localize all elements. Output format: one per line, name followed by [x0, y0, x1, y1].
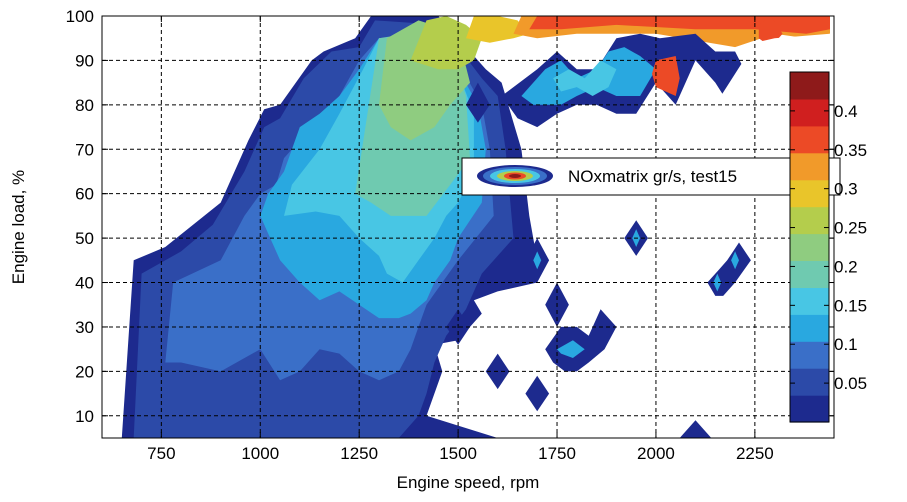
contour-region-31 [616, 33, 830, 132]
x-axis: 750 1000 1250 1500 1750 2000 2250 [147, 16, 774, 463]
contour-region-23 [713, 273, 722, 292]
colorbar: 0.05 0.1 0.15 0.2 0.25 0.3 0.35 0.4 [789, 71, 867, 423]
y-tick-label: 30 [75, 318, 94, 337]
colorbar-tick-label: 0.1 [834, 335, 858, 354]
x-tick-label: 1750 [538, 444, 576, 463]
grid-lines [102, 16, 834, 438]
contour-region-14 [652, 56, 680, 96]
x-axis-title: Engine speed, rpm [397, 473, 540, 492]
contour-region-27 [557, 340, 585, 358]
legend-swatch-ring-5 [509, 174, 521, 178]
y-tick-label: 60 [75, 185, 94, 204]
colorbar-band-3 [790, 341, 829, 369]
colorbar-tick-label: 0.05 [834, 374, 867, 393]
colorbar-tick-label: 0.15 [834, 296, 867, 315]
contour-region-13 [553, 60, 617, 96]
colorbar-tick-label: 0.3 [834, 180, 858, 199]
colorbar-bands [790, 72, 829, 423]
y-tick-label: 50 [75, 229, 94, 248]
colorbar-band-10 [790, 152, 829, 181]
contour-region-8 [466, 16, 530, 43]
contour-region-16 [466, 82, 490, 123]
colorbar-band-7 [790, 233, 829, 261]
legend: NOxmatrix gr/s, test15 [461, 157, 841, 196]
plot-frame [101, 15, 835, 439]
x-tick-label: 750 [147, 444, 175, 463]
x-tick-label: 2000 [637, 444, 675, 463]
y-tick-label: 70 [75, 140, 94, 159]
colorbar-ticks: 0.05 0.1 0.15 0.2 0.25 0.3 0.35 0.4 [790, 102, 867, 393]
contour-regions [121, 16, 830, 438]
colorbar-tick-label: 0.2 [834, 257, 858, 276]
colorbar-band-4 [790, 314, 829, 342]
contour-region-18 [533, 251, 542, 270]
y-tick-label: 20 [75, 362, 94, 381]
contour-region-26 [545, 309, 617, 372]
contour-region-22 [731, 251, 739, 270]
legend-label: NOxmatrix gr/s, test15 [568, 167, 737, 186]
y-tick-label: 100 [66, 7, 94, 26]
colorbar-band-8 [790, 206, 829, 235]
contour-region-29 [525, 375, 550, 412]
x-tick-label: 1500 [439, 444, 477, 463]
y-axis: 10 20 30 40 50 60 70 80 90 100 [66, 7, 834, 426]
y-axis-title: Engine load, % [9, 170, 28, 284]
colorbar-band-12 [790, 98, 829, 127]
colorbar-band-5 [790, 287, 829, 315]
colorbar-tick-label: 0.25 [834, 219, 867, 238]
colorbar-band-11 [790, 125, 829, 154]
y-tick-label: 40 [75, 274, 94, 293]
legend-swatch [477, 165, 553, 187]
x-tick-label: 1250 [340, 444, 378, 463]
y-tick-label: 10 [75, 407, 94, 426]
colorbar-band-2 [790, 368, 829, 396]
colorbar-band-1 [790, 395, 829, 423]
contour-region-30 [679, 420, 712, 438]
colorbar-band-6 [790, 260, 829, 288]
colorbar-band-13 [790, 72, 829, 100]
colorbar-band-9 [790, 179, 829, 208]
colorbar-tick-label: 0.35 [834, 141, 867, 160]
contour-region-7 [410, 16, 482, 70]
colorbar-tick-label: 0.4 [834, 102, 858, 121]
x-tick-label: 2250 [736, 444, 774, 463]
y-tick-label: 90 [75, 51, 94, 70]
x-tick-label: 1000 [241, 444, 279, 463]
y-tick-label: 80 [75, 96, 94, 115]
colorbar-frame [789, 71, 830, 423]
